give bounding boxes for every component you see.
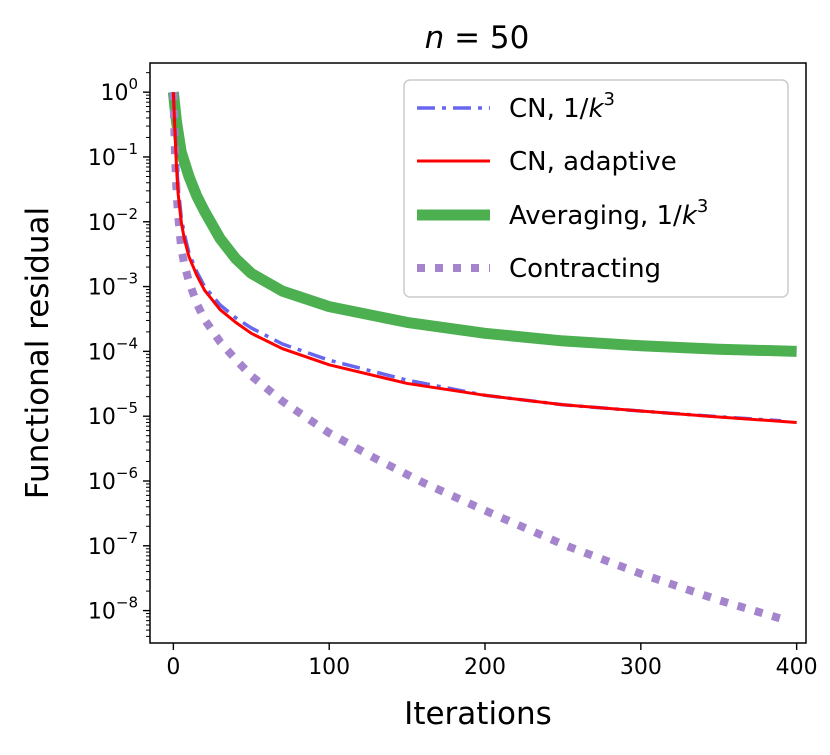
y-tick-label: 10−5 bbox=[88, 399, 138, 430]
x-tick-label: 300 bbox=[620, 655, 662, 680]
y-tick-label: 10−4 bbox=[88, 334, 138, 365]
y-axis-ticks: 100 10−1 10−2 10−3 10−4 10−5 10−6 10−7 10−8 bbox=[88, 72, 150, 637]
y-tick-label: 100 bbox=[100, 75, 138, 106]
legend-label-0: CN, 1/k3 bbox=[509, 89, 615, 124]
y-tick-label: 10−2 bbox=[88, 205, 138, 236]
x-axis-ticks: 0 100 200 300 400 bbox=[166, 643, 818, 680]
x-axis-label: Iterations bbox=[404, 696, 552, 732]
x-tick-label: 400 bbox=[776, 655, 818, 680]
y-tick-label: 10−3 bbox=[88, 270, 138, 301]
series-line-1 bbox=[171, 92, 797, 424]
legend: CN, 1/k3 CN, adaptive Averaging, 1/k3 Contr… bbox=[403, 79, 789, 298]
y-tick-label: 10−6 bbox=[88, 464, 138, 495]
x-tick-label: 0 bbox=[166, 655, 180, 680]
series-layer bbox=[167, 91, 797, 623]
legend-label-3: Contracting bbox=[509, 254, 661, 284]
series-line-2 bbox=[167, 91, 797, 357]
plot-frame bbox=[149, 62, 807, 644]
x-tick-label: 200 bbox=[464, 655, 506, 680]
legend-label-1: CN, adaptive bbox=[509, 147, 677, 177]
y-tick-label: 10−7 bbox=[88, 529, 138, 560]
y-axis-label: Functional residual bbox=[20, 207, 56, 499]
chart-title: n = 50 bbox=[425, 20, 530, 56]
y-tick-label: 10−1 bbox=[88, 140, 138, 171]
y-tick-label: 10−8 bbox=[88, 594, 138, 625]
x-tick-label: 100 bbox=[308, 655, 350, 680]
series-line-3 bbox=[169, 92, 783, 623]
legend-frame bbox=[403, 79, 789, 298]
legend-label-2: Averaging, 1/k3 bbox=[509, 196, 708, 231]
